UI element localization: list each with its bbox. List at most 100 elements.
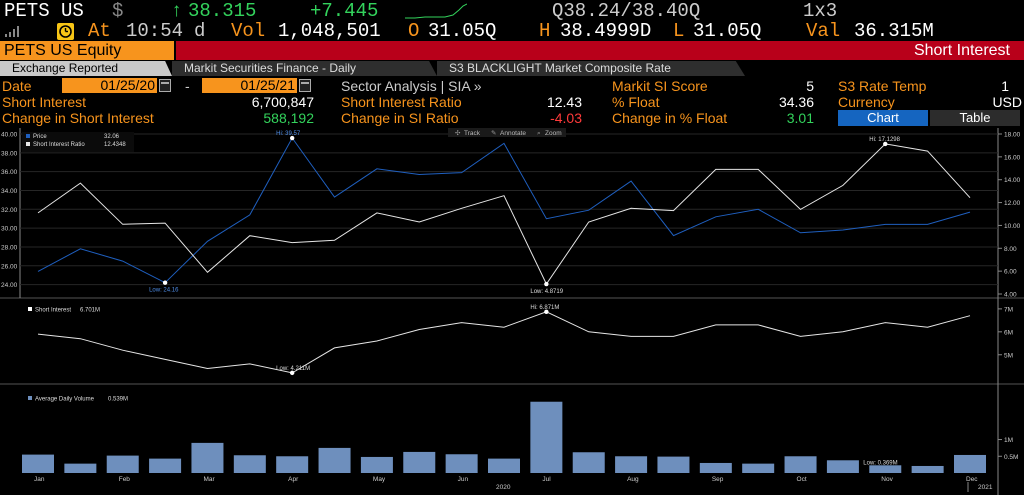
volume-bar [403, 451, 436, 473]
left-tick-label: 38.00 [1, 150, 18, 157]
start-date-field[interactable]: 01/25/20 [62, 78, 157, 93]
volume-bar [191, 442, 224, 473]
right-tick-label: 18.00 [1004, 132, 1021, 139]
trade-time: 10:54 [126, 20, 184, 42]
s3-rate-temp-label: S3 Rate Temp [838, 78, 927, 94]
zoom-icon[interactable]: ⌕ [537, 130, 541, 137]
annotation-marker [544, 281, 549, 287]
track-button[interactable]: Track [464, 130, 481, 137]
chart-area: ✣ Track ✎ Annotate ⌕ Zoom 24.00 26.00 28.0… [0, 128, 1024, 495]
right-tick-label: 1M [1004, 437, 1013, 444]
volume-bar [826, 460, 859, 473]
annotate-button[interactable]: Annotate [500, 130, 526, 137]
volume-bar [699, 462, 732, 473]
start-calendar-icon[interactable] [159, 79, 171, 92]
annotation-marker [883, 141, 888, 147]
title-bar: PETS US Equity Short Interest [0, 41, 1024, 60]
volume-bar [869, 465, 902, 473]
right-tick-label: 6M [1004, 329, 1013, 336]
legend-series-name: Average Daily Volume [35, 397, 95, 403]
chart-button[interactable]: Chart [838, 110, 928, 126]
right-tick-label: 14.00 [1004, 177, 1021, 184]
chart-toolbar: ✣ Track ✎ Annotate ⌕ Zoom [448, 128, 566, 137]
legend-series-name: Price [33, 134, 47, 140]
currency-value: USD [992, 94, 1022, 110]
left-tick-label: 40.00 [1, 132, 18, 139]
left-tick-label: 30.00 [1, 226, 18, 233]
annotation-label: Low: 0.369M [863, 460, 897, 466]
quote-bar-top: PETS US $ ↑ 38.315 +7.445 Q38.24/38.40Q … [0, 0, 1024, 22]
volume-bar [742, 463, 775, 473]
currency-symbol: $ [112, 0, 124, 22]
last-price: 38.315 [188, 0, 257, 22]
annotation-marker [162, 280, 168, 285]
tab-label: S3 BLACKLIGHT Market Composite Rate [449, 61, 671, 75]
x-month-label: Sep [712, 476, 724, 483]
change-si-ratio-value: -4.03 [550, 110, 582, 126]
volume-value: 1,048,501 [278, 20, 381, 42]
annotation-label: Low: 4.8719 [530, 289, 563, 295]
open-label: O [408, 20, 420, 42]
right-tick-label: 6.00 [1004, 269, 1017, 276]
volume-bar [657, 456, 690, 473]
trade-time-flag: d [194, 20, 206, 42]
sparkline-icon [405, 3, 467, 19]
change-float-value: 3.01 [786, 110, 814, 126]
end-date-field[interactable]: 01/25/21 [202, 78, 297, 93]
change-short-interest-value: 588,192 [263, 110, 314, 126]
table-button[interactable]: Table [930, 110, 1020, 126]
ticker[interactable]: PETS US [4, 0, 84, 22]
markit-si-score-label: Markit SI Score [612, 78, 708, 94]
annotation-marker [289, 135, 295, 141]
volume-label: Vol [231, 20, 266, 42]
open-value: 31.05Q [428, 20, 497, 42]
legend-series-value: 6.701M [80, 308, 100, 314]
volume-bar [318, 447, 351, 473]
security-title-box[interactable]: PETS US Equity [0, 41, 176, 60]
annotation-label: Hi: 17.1298 [869, 137, 900, 143]
right-tick-label: 12.00 [1004, 200, 1021, 207]
date-separator: - [185, 78, 190, 94]
tab-label: Exchange Reported [12, 61, 119, 75]
legend-series-name: Short Interest [35, 308, 71, 314]
track-icon[interactable]: ✣ [455, 129, 461, 137]
tab-markit-securities-finance[interactable]: Markit Securities Finance - Daily [172, 61, 437, 76]
high-value: 38.4999D [560, 20, 652, 42]
zoom-button[interactable]: Zoom [545, 130, 562, 137]
x-month-label: Aug [627, 476, 639, 483]
x-month-label: Jun [458, 476, 469, 483]
x-month-label: Nov [881, 476, 893, 483]
value-label: Val [806, 20, 841, 42]
right-tick-label: 10.00 [1004, 223, 1021, 230]
end-calendar-icon[interactable] [299, 79, 311, 92]
x-month-label: Dec [966, 476, 978, 483]
at-label: At [88, 20, 111, 42]
x-month-label: May [373, 476, 386, 483]
right-tick-label: 8.00 [1004, 246, 1017, 253]
function-title: Short Interest [913, 42, 1010, 59]
short-interest-line [37, 311, 971, 374]
tab-exchange-reported[interactable]: Exchange Reported [0, 61, 172, 76]
alert-clock-icon[interactable] [57, 23, 74, 40]
price-panel: 24.00 26.00 28.00 30.00 32.00 34.00 36.00 38.00… [1, 131, 1021, 298]
tab-s3-blacklight[interactable]: S3 BLACKLIGHT Market Composite Rate [437, 61, 745, 76]
left-tick-label: 26.00 [1, 263, 18, 270]
change-float-label: Change in % Float [612, 110, 728, 126]
volume-bar [445, 454, 478, 473]
right-tick-label: 0.5M [1004, 454, 1018, 461]
bid-ask: Q38.24/38.40Q [552, 0, 701, 22]
annotation-label: Low: 24.16 [149, 288, 179, 294]
legend-series-value: 12.4348 [104, 142, 126, 148]
short-interest-value: 6,700,847 [251, 94, 314, 110]
volume-bar [233, 455, 266, 473]
right-tick-label: 16.00 [1004, 154, 1021, 161]
left-tick-label: 24.00 [1, 282, 18, 289]
volume-bar [954, 454, 986, 473]
quote-bar-bottom: At 10:54 d Vol 1,048,501 O 31.05Q H 38.4… [0, 20, 1024, 42]
x-month-label: Oct [797, 476, 807, 483]
annotate-icon[interactable]: ✎ [491, 130, 497, 137]
legend-swatch [28, 396, 32, 400]
volume-bar [149, 458, 182, 473]
price-line [37, 137, 971, 284]
sector-analysis-link[interactable]: Sector Analysis | SIA » [341, 78, 482, 94]
